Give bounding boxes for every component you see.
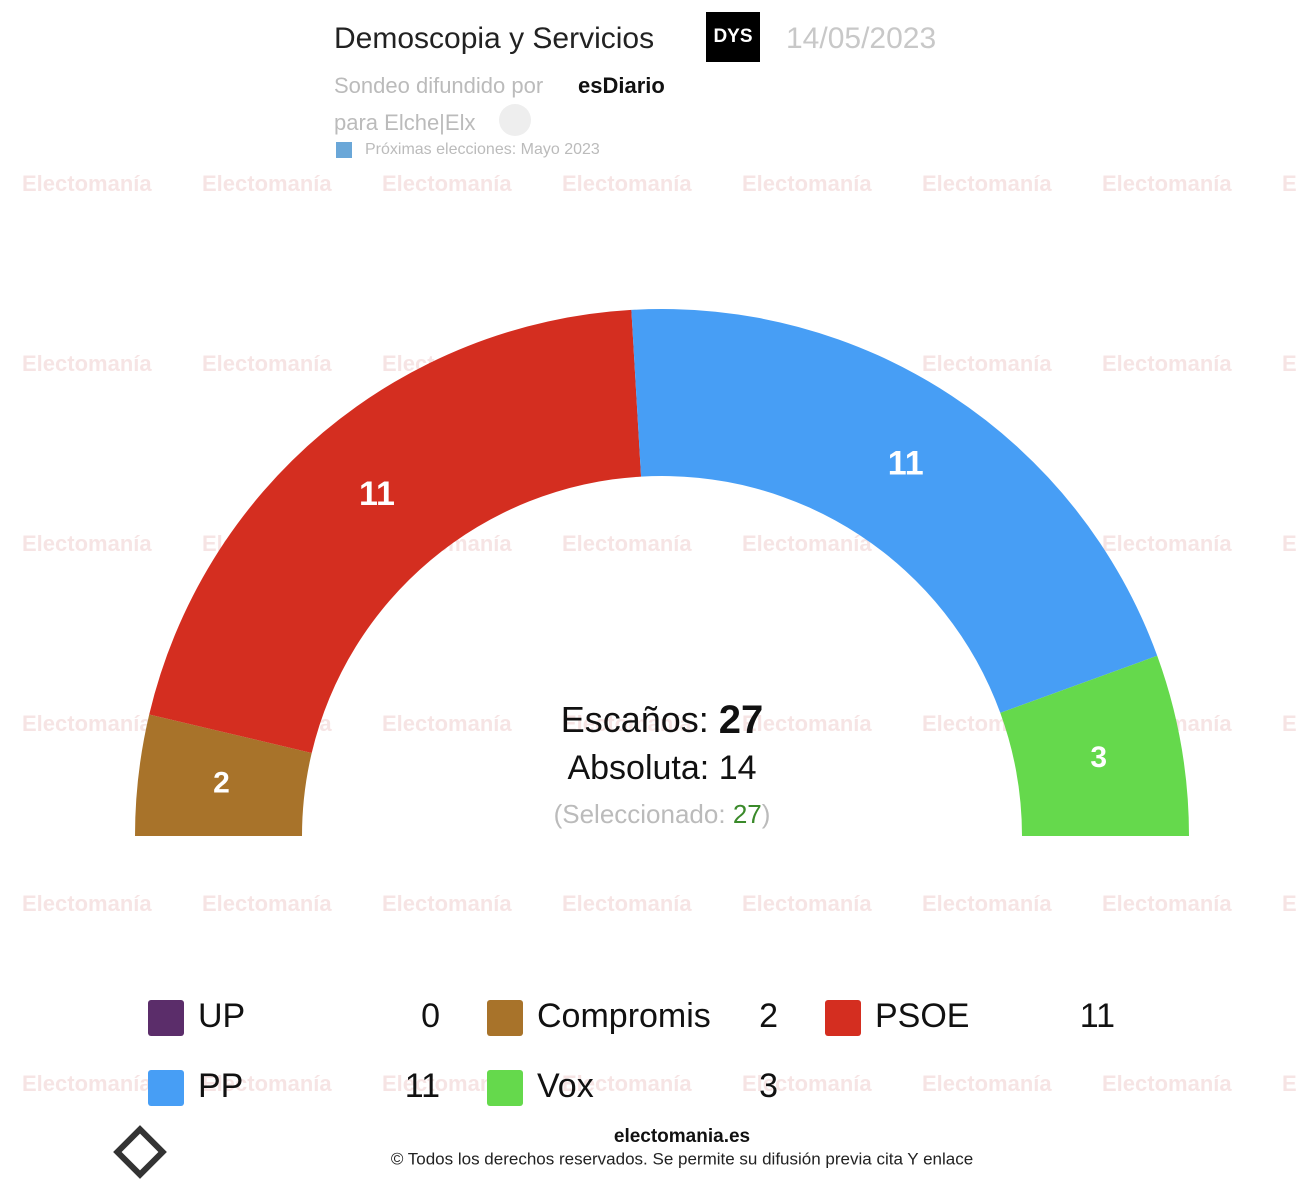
date: 14/05/2023: [786, 22, 936, 55]
watermark: Electomanía: [22, 711, 152, 736]
watermark: Electomanía: [1282, 1071, 1296, 1096]
watermark: Electomanía: [922, 891, 1052, 916]
watermark: Electomanía: [1282, 711, 1296, 736]
watermark: Electomanía: [922, 1071, 1052, 1096]
seats-label: Escaños:: [561, 699, 709, 740]
legend-name: PP: [198, 1067, 243, 1105]
footer-site: electomania.es: [614, 1126, 750, 1147]
watermark: Electomanía: [202, 351, 332, 376]
seat-label: 11: [888, 444, 924, 482]
spread-by: Sondeo difundido por: [334, 73, 543, 98]
legend-name: Vox: [537, 1067, 594, 1105]
selected-value: 27: [733, 799, 762, 829]
watermark: Electomanía: [1282, 891, 1296, 916]
logo-box: [706, 12, 760, 62]
hemicycle: 2 11 11 3: [135, 309, 1189, 836]
watermark: Electomanía: [562, 891, 692, 916]
watermark: Electomanía: [1102, 171, 1232, 196]
watermark: Electomanía: [1102, 531, 1232, 556]
watermark: Electomanía: [22, 351, 152, 376]
legend-icon: [487, 1070, 523, 1106]
watermark: Electomanía: [1282, 531, 1296, 556]
watermark: Electomanía: [1282, 351, 1296, 376]
legend-name: PSOE: [875, 997, 969, 1035]
majority: Absoluta: 14: [567, 749, 756, 787]
footer-rights: © Todos los derechos reservados. Se perm…: [391, 1149, 973, 1168]
seats: Escaños: 27: [561, 698, 764, 742]
watermark: Electomanía: [202, 171, 332, 196]
watermark: Electomanía: [562, 711, 692, 736]
watermark: Electomanía: [1102, 1071, 1232, 1096]
watermark: Electomanía: [22, 1071, 152, 1096]
majority-label: Absoluta:: [567, 749, 709, 787]
seat-segment: [1000, 655, 1189, 836]
watermark: Electomanía: [742, 171, 872, 196]
watermark: Electomanía: [922, 171, 1052, 196]
footer-logo: [113, 1125, 167, 1179]
seat-segment: [149, 309, 642, 753]
flag-icon: [499, 104, 531, 136]
seat-label: 2: [213, 766, 230, 799]
watermark: Electomanía: [742, 711, 872, 736]
watermark: Electomanía: [1102, 891, 1232, 916]
legend-value: 11: [405, 1067, 440, 1105]
legend-name: UP: [198, 997, 245, 1035]
legend-value: 2: [759, 997, 778, 1035]
watermark: Electomanía: [382, 711, 512, 736]
legend-name: Compromis: [537, 997, 711, 1035]
ballot-icon: [336, 142, 352, 158]
watermark: Electomanía: [22, 171, 152, 196]
legend-icon: [148, 1070, 184, 1106]
legend-icon: [487, 1000, 523, 1036]
media: esDiario: [578, 73, 665, 98]
watermark: Electomanía: [382, 171, 512, 196]
watermark: Electomanía: [562, 171, 692, 196]
legend-value: 11: [1080, 997, 1115, 1035]
legend: UP 0 Compromis 2 PSOE 11 PP 11 Vox 3: [148, 997, 1115, 1106]
seat-label: 11: [359, 475, 395, 513]
legend-icon: [825, 1000, 861, 1036]
seats-value: 27: [719, 698, 764, 742]
scope: para Elche|Elx: [334, 110, 475, 135]
legend-icon: [148, 1000, 184, 1036]
selected-label: (Seleccionado:: [554, 799, 726, 829]
legend-value: 3: [759, 1067, 778, 1105]
next-election: Próximas elecciones: Mayo 2023: [365, 141, 600, 158]
watermark: Electomanía: [22, 531, 152, 556]
watermark: Electomanía: [1102, 351, 1232, 376]
selected: (Seleccionado: 27): [554, 799, 771, 829]
watermark: Electomanía: [1282, 171, 1296, 196]
watermark: Electomanía: [202, 1071, 332, 1096]
watermark: Electomanía: [742, 891, 872, 916]
watermark: Electomanía: [562, 531, 692, 556]
watermark: Electomanía: [382, 891, 512, 916]
pollster: Demoscopia y Servicios: [334, 22, 654, 55]
seat-label: 3: [1090, 741, 1107, 774]
watermark: Electomanía: [922, 351, 1052, 376]
legend-value: 0: [421, 997, 440, 1035]
watermark: Electomanía: [562, 1071, 692, 1096]
watermark: Electomanía: [742, 1071, 872, 1096]
watermark: Electomanía: [202, 891, 332, 916]
watermark: Electomanía: [742, 531, 872, 556]
selected-close: ): [762, 799, 771, 829]
seat-segment: [135, 714, 312, 836]
seat-segment: [631, 309, 1158, 713]
watermarks: Electomanía Electomanía Electomanía Electom…: [22, 171, 1296, 1096]
watermark: Electomanía: [22, 891, 152, 916]
logo: DYS: [713, 26, 752, 47]
majority-value: 14: [719, 749, 757, 787]
